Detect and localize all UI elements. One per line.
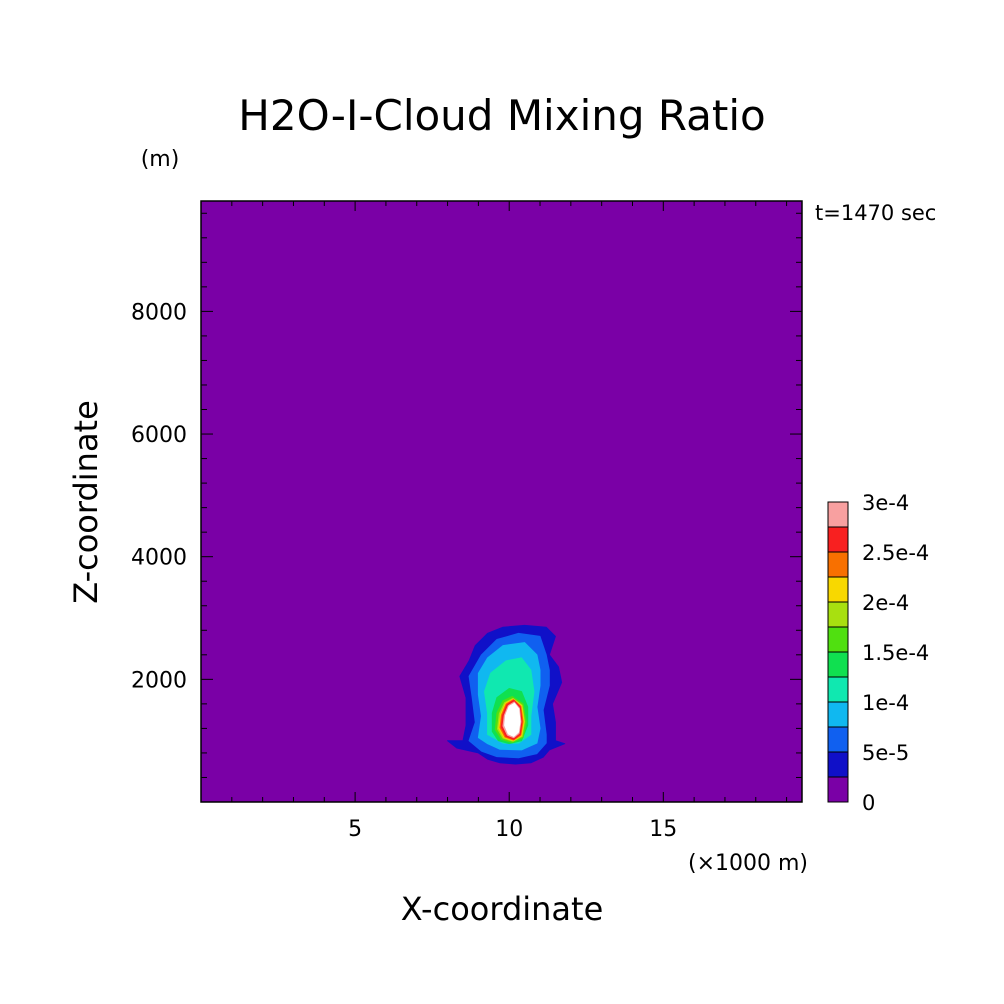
colorbar-label: 1e-4 — [862, 691, 909, 715]
y-tick-label: 4000 — [131, 546, 187, 571]
time-annotation: t=1470 sec — [815, 201, 936, 225]
y-tick-label: 8000 — [131, 300, 187, 325]
axes: 5 10 15 2000 4000 6000 8000 — [131, 200, 803, 842]
colorbar-label: 5e-5 — [862, 741, 909, 765]
colorbar-swatch — [827, 576, 849, 603]
chart-title: H2O-I-Cloud Mixing Ratio — [238, 91, 765, 140]
colorbar-label: 2e-4 — [862, 591, 909, 615]
colorbar-swatch — [827, 726, 849, 753]
y-axis-label: Z-coordinate — [67, 400, 105, 604]
colorbar-legend: 0 5e-5 1e-4 1.5e-4 2e-4 2.5e-4 3e-4 — [827, 491, 929, 815]
colorbar-label: 0 — [862, 791, 875, 815]
colorbar-swatch — [827, 626, 849, 653]
x-axis-label: X-coordinate — [401, 890, 604, 928]
colorbar-label: 1.5e-4 — [862, 641, 929, 665]
colorbar-swatch — [827, 501, 849, 528]
colorbar-swatch — [827, 651, 849, 678]
y-tick-label: 2000 — [131, 668, 187, 693]
colorbar-swatch — [827, 701, 849, 728]
colorbar-swatch — [827, 551, 849, 578]
colorbar-swatch — [827, 526, 849, 553]
plot-frame — [200, 200, 803, 803]
plot-area — [201, 201, 802, 802]
colorbar-swatch — [827, 601, 849, 628]
x-tick-label: 10 — [495, 817, 523, 842]
x-tick-label: 15 — [649, 817, 677, 842]
x-tick-label: 5 — [348, 817, 362, 842]
x-axis-unit: (×1000 m) — [688, 851, 808, 876]
colorbar-swatch — [827, 676, 849, 703]
colorbar-label: 2.5e-4 — [862, 541, 929, 565]
y-axis-unit: (m) — [141, 147, 180, 172]
contour-band-12 — [504, 702, 521, 737]
y-tick-label: 6000 — [131, 423, 187, 448]
colorbar-swatch — [827, 776, 849, 803]
colorbar-swatch — [827, 751, 849, 778]
colorbar-label: 3e-4 — [862, 491, 909, 515]
